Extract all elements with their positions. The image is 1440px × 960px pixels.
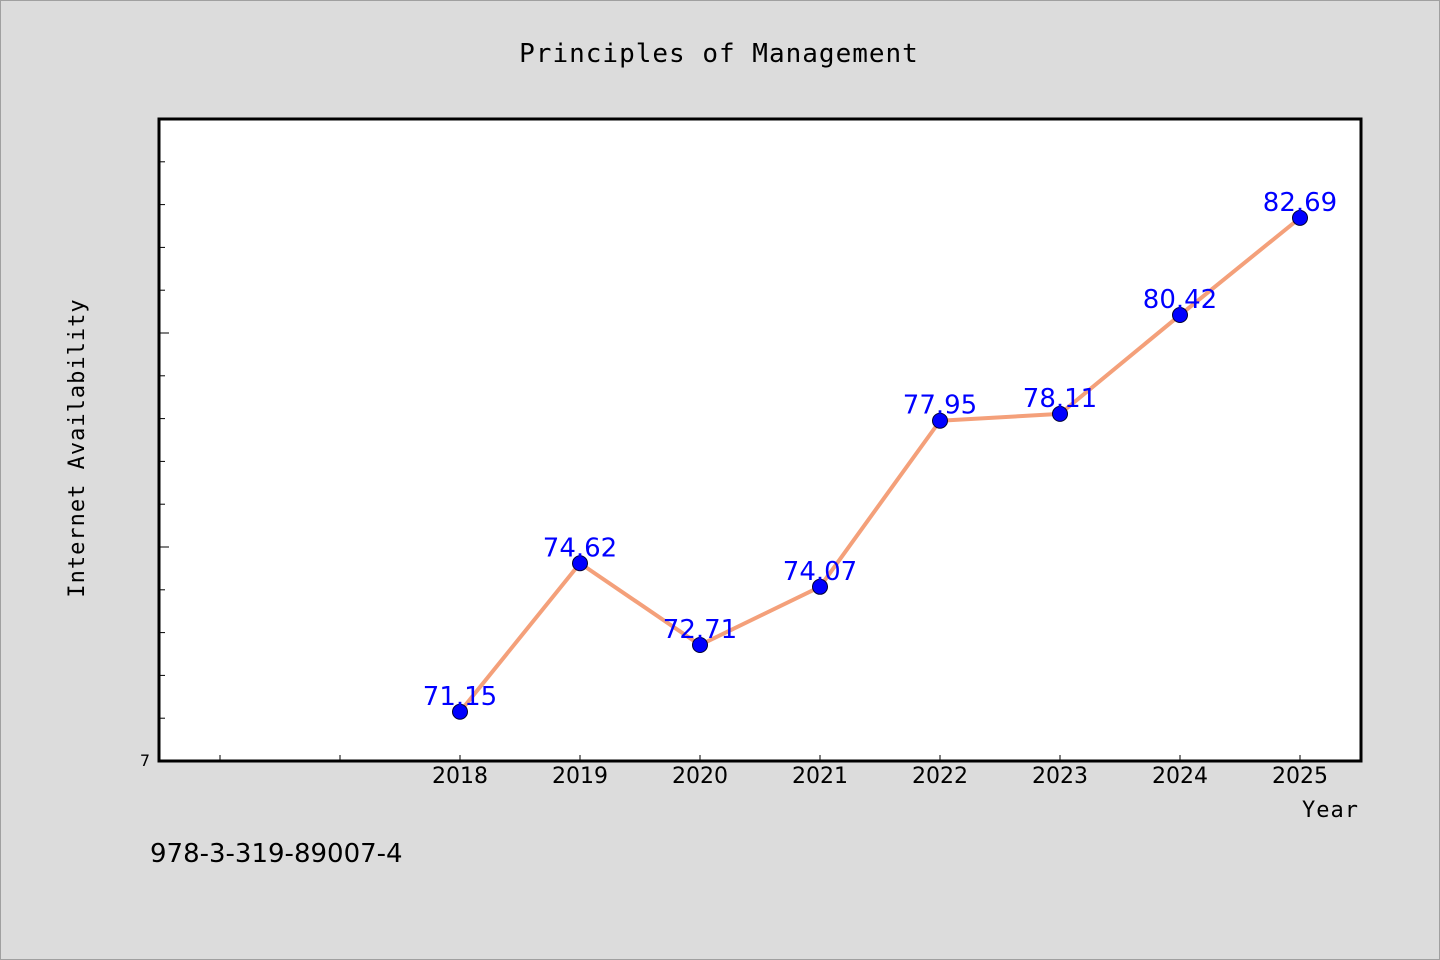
- data-label: 82.69: [1263, 188, 1337, 218]
- data-label: 72.71: [663, 615, 737, 645]
- x-tick-label: 2018: [432, 764, 488, 789]
- plot-area: [157, 117, 1363, 763]
- x-tick-label: 2024: [1152, 764, 1208, 789]
- x-tick-label: 2019: [552, 764, 608, 789]
- x-tick-label: 2025: [1272, 764, 1328, 789]
- data-label: 77.95: [903, 391, 977, 421]
- x-tick-label: 2020: [672, 764, 728, 789]
- chart-title: Principles of Management: [519, 39, 919, 69]
- y-axis-ticks: [159, 161, 169, 719]
- series-line-group: 71.15 74.62 72.71 74.07 77.95 78.11 80.42 82.69: [423, 188, 1337, 720]
- series-line: [458, 215, 1302, 714]
- data-label: 80.42: [1143, 285, 1217, 315]
- x-tick-label: 2023: [1032, 764, 1088, 789]
- data-point: [1052, 405, 1068, 422]
- x-tick-label: 2022: [912, 764, 968, 789]
- data-label: 74.62: [543, 533, 617, 563]
- isbn-footer: 978-3-319-89007-4: [150, 839, 403, 869]
- data-point: [1172, 307, 1188, 324]
- data-point: [692, 637, 708, 654]
- data-label: 71.15: [423, 682, 497, 712]
- data-label: 78.11: [1023, 384, 1097, 414]
- data-label: 74.07: [783, 557, 857, 587]
- data-point: [1292, 209, 1308, 226]
- x-tick-label: 2021: [792, 764, 848, 789]
- data-point: [572, 555, 588, 572]
- y-tick-label: 7: [140, 751, 150, 770]
- x-axis-label: Year: [1302, 798, 1359, 823]
- data-point: [452, 703, 468, 720]
- y-axis-label: Internet Availability: [65, 298, 90, 597]
- data-point: [932, 412, 948, 429]
- data-point: [812, 578, 828, 595]
- x-tick-labels: 2018 2019 2020 2021 2022 2023 2024 2025: [432, 764, 1328, 789]
- x-axis-ticks: [219, 755, 1301, 761]
